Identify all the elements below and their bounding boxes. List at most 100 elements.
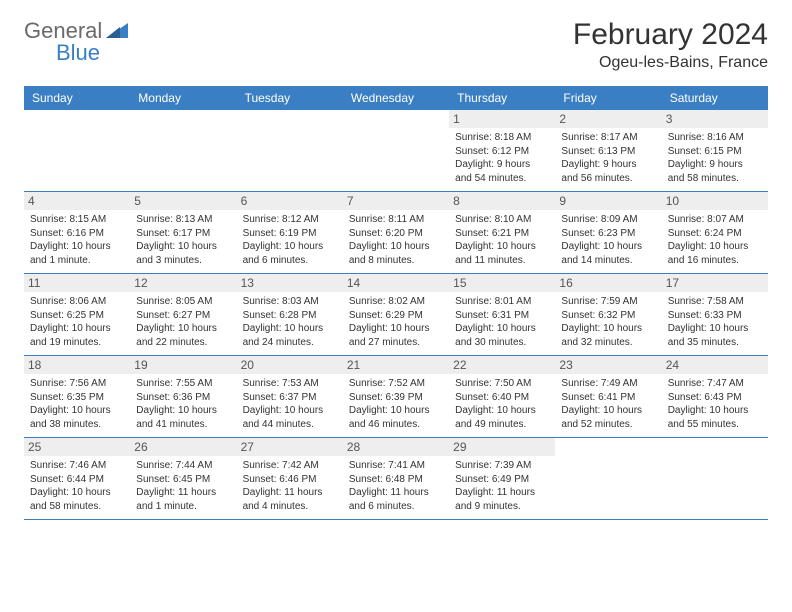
- day-details: Sunrise: 7:53 AMSunset: 6:37 PMDaylight:…: [243, 377, 337, 431]
- day-details: Sunrise: 7:47 AMSunset: 6:43 PMDaylight:…: [668, 377, 762, 431]
- sunset-text: Sunset: 6:46 PM: [243, 473, 337, 487]
- day-header-row: Sunday Monday Tuesday Wednesday Thursday…: [24, 86, 768, 110]
- day-header-saturday: Saturday: [662, 86, 768, 110]
- day-number: 1: [449, 110, 555, 128]
- sunrise-text: Sunrise: 8:05 AM: [136, 295, 230, 309]
- day-number: 17: [662, 274, 768, 292]
- day-number: 13: [237, 274, 343, 292]
- sunrise-text: Sunrise: 7:56 AM: [30, 377, 124, 391]
- day-number: 18: [24, 356, 130, 374]
- sunrise-text: Sunrise: 7:39 AM: [455, 459, 549, 473]
- calendar-cell: 18 Sunrise: 7:56 AMSunset: 6:35 PMDayligh…: [24, 356, 130, 437]
- sunset-text: Sunset: 6:48 PM: [349, 473, 443, 487]
- calendar-cell: [662, 438, 768, 519]
- day-number: 7: [343, 192, 449, 210]
- calendar-cell: 7Sunrise: 8:11 AMSunset: 6:20 PMDaylight…: [343, 192, 449, 273]
- daylight-text: Daylight: 10 hours and 44 minutes.: [243, 404, 337, 431]
- sunrise-text: Sunrise: 8:13 AM: [136, 213, 230, 227]
- day-number: 22: [449, 356, 555, 374]
- week-row: 11 Sunrise: 8:06 AMSunset: 6:25 PMDayligh…: [24, 274, 768, 356]
- day-header-wednesday: Wednesday: [343, 86, 449, 110]
- day-header-thursday: Thursday: [449, 86, 555, 110]
- calendar-cell: 9Sunrise: 8:09 AMSunset: 6:23 PMDaylight…: [555, 192, 661, 273]
- day-details: Sunrise: 7:58 AMSunset: 6:33 PMDaylight:…: [668, 295, 762, 349]
- day-details: Sunrise: 8:02 AMSunset: 6:29 PMDaylight:…: [349, 295, 443, 349]
- day-number: 29: [449, 438, 555, 456]
- day-details: Sunrise: 8:18 AMSunset: 6:12 PMDaylight:…: [455, 131, 549, 185]
- calendar-cell: 24Sunrise: 7:47 AMSunset: 6:43 PMDayligh…: [662, 356, 768, 437]
- daylight-text: Daylight: 10 hours and 58 minutes.: [30, 486, 124, 513]
- sunset-text: Sunset: 6:37 PM: [243, 391, 337, 405]
- sunrise-text: Sunrise: 8:06 AM: [30, 295, 124, 309]
- day-details: Sunrise: 8:06 AMSunset: 6:25 PMDaylight:…: [30, 295, 124, 349]
- sunset-text: Sunset: 6:15 PM: [668, 145, 762, 159]
- daylight-text: Daylight: 9 hours and 54 minutes.: [455, 158, 549, 185]
- calendar-cell: 27 Sunrise: 7:42 AMSunset: 6:46 PMDayligh…: [237, 438, 343, 519]
- sunset-text: Sunset: 6:35 PM: [30, 391, 124, 405]
- sunrise-text: Sunrise: 7:53 AM: [243, 377, 337, 391]
- daylight-text: Daylight: 10 hours and 14 minutes.: [561, 240, 655, 267]
- daylight-text: Daylight: 10 hours and 46 minutes.: [349, 404, 443, 431]
- daylight-text: Daylight: 10 hours and 24 minutes.: [243, 322, 337, 349]
- day-number: 20: [237, 356, 343, 374]
- day-number: 26: [130, 438, 236, 456]
- day-details: Sunrise: 7:46 AMSunset: 6:44 PMDaylight:…: [30, 459, 124, 513]
- daylight-text: Daylight: 10 hours and 19 minutes.: [30, 322, 124, 349]
- sunrise-text: Sunrise: 7:44 AM: [136, 459, 230, 473]
- daylight-text: Daylight: 10 hours and 6 minutes.: [243, 240, 337, 267]
- sunset-text: Sunset: 6:43 PM: [668, 391, 762, 405]
- day-details: Sunrise: 8:09 AMSunset: 6:23 PMDaylight:…: [561, 213, 655, 267]
- sunrise-text: Sunrise: 7:42 AM: [243, 459, 337, 473]
- calendar-cell: 4 Sunrise: 8:15 AMSunset: 6:16 PMDaylight…: [24, 192, 130, 273]
- calendar-cell: 22Sunrise: 7:50 AMSunset: 6:40 PMDayligh…: [449, 356, 555, 437]
- calendar-cell: 28Sunrise: 7:41 AMSunset: 6:48 PMDayligh…: [343, 438, 449, 519]
- day-number: 11: [24, 274, 130, 292]
- sunrise-text: Sunrise: 8:17 AM: [561, 131, 655, 145]
- day-number: 4: [24, 192, 130, 210]
- daylight-text: Daylight: 10 hours and 30 minutes.: [455, 322, 549, 349]
- day-number: 27: [237, 438, 343, 456]
- daylight-text: Daylight: 10 hours and 38 minutes.: [30, 404, 124, 431]
- calendar-cell: 1 Sunrise: 8:18 AMSunset: 6:12 PMDaylight…: [449, 110, 555, 191]
- sunrise-text: Sunrise: 7:55 AM: [136, 377, 230, 391]
- sunset-text: Sunset: 6:31 PM: [455, 309, 549, 323]
- sunrise-text: Sunrise: 8:07 AM: [668, 213, 762, 227]
- daylight-text: Daylight: 10 hours and 11 minutes.: [455, 240, 549, 267]
- sunrise-text: Sunrise: 7:59 AM: [561, 295, 655, 309]
- sunset-text: Sunset: 6:45 PM: [136, 473, 230, 487]
- weeks-container: 1 Sunrise: 8:18 AMSunset: 6:12 PMDaylight…: [24, 110, 768, 520]
- day-details: Sunrise: 7:55 AMSunset: 6:36 PMDaylight:…: [136, 377, 230, 431]
- sunrise-text: Sunrise: 8:03 AM: [243, 295, 337, 309]
- calendar-cell: 14 Sunrise: 8:02 AMSunset: 6:29 PMDayligh…: [343, 274, 449, 355]
- day-details: Sunrise: 8:17 AMSunset: 6:13 PMDaylight:…: [561, 131, 655, 185]
- sunset-text: Sunset: 6:13 PM: [561, 145, 655, 159]
- calendar-cell: 23Sunrise: 7:49 AMSunset: 6:41 PMDayligh…: [555, 356, 661, 437]
- calendar-cell: [130, 110, 236, 191]
- day-details: Sunrise: 8:15 AMSunset: 6:16 PMDaylight:…: [30, 213, 124, 267]
- day-number: 14: [343, 274, 449, 292]
- day-details: Sunrise: 7:39 AMSunset: 6:49 PMDaylight:…: [455, 459, 549, 513]
- calendar: Sunday Monday Tuesday Wednesday Thursday…: [24, 86, 768, 520]
- calendar-cell: [237, 110, 343, 191]
- day-header-monday: Monday: [130, 86, 236, 110]
- daylight-text: Daylight: 9 hours and 56 minutes.: [561, 158, 655, 185]
- sunset-text: Sunset: 6:29 PM: [349, 309, 443, 323]
- sunrise-text: Sunrise: 7:47 AM: [668, 377, 762, 391]
- day-number: 21: [343, 356, 449, 374]
- daylight-text: Daylight: 11 hours and 4 minutes.: [243, 486, 337, 513]
- sunset-text: Sunset: 6:19 PM: [243, 227, 337, 241]
- sunset-text: Sunset: 6:44 PM: [30, 473, 124, 487]
- daylight-text: Daylight: 10 hours and 22 minutes.: [136, 322, 230, 349]
- daylight-text: Daylight: 10 hours and 16 minutes.: [668, 240, 762, 267]
- sunset-text: Sunset: 6:33 PM: [668, 309, 762, 323]
- sunset-text: Sunset: 6:20 PM: [349, 227, 443, 241]
- month-title: February 2024: [573, 18, 768, 52]
- sunset-text: Sunset: 6:27 PM: [136, 309, 230, 323]
- calendar-cell: 6Sunrise: 8:12 AMSunset: 6:19 PMDaylight…: [237, 192, 343, 273]
- calendar-cell: 3Sunrise: 8:16 AMSunset: 6:15 PMDaylight…: [662, 110, 768, 191]
- calendar-cell: 8Sunrise: 8:10 AMSunset: 6:21 PMDaylight…: [449, 192, 555, 273]
- week-row: 1 Sunrise: 8:18 AMSunset: 6:12 PMDaylight…: [24, 110, 768, 192]
- sunrise-text: Sunrise: 7:58 AM: [668, 295, 762, 309]
- calendar-cell: 12Sunrise: 8:05 AMSunset: 6:27 PMDayligh…: [130, 274, 236, 355]
- sunset-text: Sunset: 6:17 PM: [136, 227, 230, 241]
